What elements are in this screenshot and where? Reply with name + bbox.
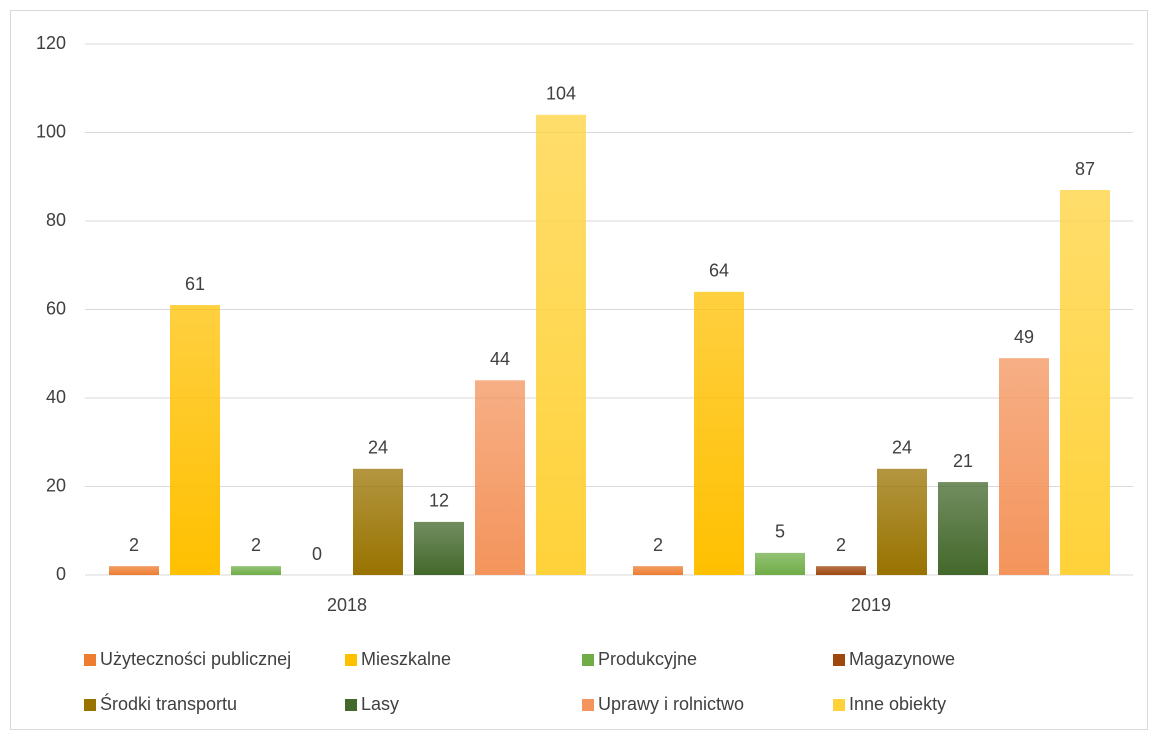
legend-label: Uprawy i rolnictwo	[598, 694, 744, 714]
legend-swatch	[84, 699, 96, 711]
legend-swatch	[345, 654, 357, 666]
legend-label: Produkcyjne	[598, 649, 697, 669]
legend-label: Mieszkalne	[361, 649, 451, 669]
legend-label: Środki transportu	[100, 693, 237, 714]
bar	[353, 468, 403, 575]
legend-label: Magazynowe	[849, 649, 955, 669]
data-label: 0	[312, 544, 322, 564]
y-tick-label: 20	[46, 475, 66, 495]
data-label: 24	[892, 438, 912, 458]
data-label: 2	[251, 535, 261, 555]
data-label: 61	[185, 274, 205, 294]
legend-label: Użyteczności publicznej	[100, 649, 291, 669]
bar	[109, 566, 159, 575]
x-tick-label: 2018	[327, 595, 367, 615]
data-label: 104	[546, 84, 576, 104]
bar	[536, 114, 586, 576]
legend-swatch	[345, 699, 357, 711]
data-label: 24	[368, 438, 388, 458]
y-tick-label: 80	[46, 210, 66, 230]
y-tick-label: 120	[36, 33, 66, 53]
bar	[877, 468, 927, 575]
data-label: 12	[429, 491, 449, 511]
y-tick-label: 40	[46, 387, 66, 407]
bar	[1060, 190, 1110, 575]
bar	[231, 566, 281, 575]
bar	[475, 380, 525, 575]
data-label: 21	[953, 451, 973, 471]
data-label: 49	[1014, 327, 1034, 347]
y-tick-label: 100	[36, 121, 66, 141]
data-label: 87	[1075, 159, 1095, 179]
x-tick-label: 2019	[851, 595, 891, 615]
legend-swatch	[833, 699, 845, 711]
data-label: 2	[129, 535, 139, 555]
bar	[755, 552, 805, 575]
legend-swatch	[582, 699, 594, 711]
y-tick-label: 60	[46, 298, 66, 318]
bar	[694, 291, 744, 575]
legend-swatch	[582, 654, 594, 666]
bar	[170, 305, 220, 575]
data-label: 5	[775, 522, 785, 542]
legend-label: Inne obiekty	[849, 694, 946, 714]
data-label: 64	[709, 261, 729, 281]
bar	[816, 566, 866, 575]
legend-label: Lasy	[361, 694, 399, 714]
bar	[414, 521, 464, 575]
bar	[633, 566, 683, 575]
data-label: 2	[836, 535, 846, 555]
data-label: 44	[490, 349, 510, 369]
legend-swatch	[833, 654, 845, 666]
data-label: 2	[653, 535, 663, 555]
bar	[938, 482, 988, 575]
legend-swatch	[84, 654, 96, 666]
y-tick-label: 0	[56, 564, 66, 584]
bar	[999, 358, 1049, 575]
